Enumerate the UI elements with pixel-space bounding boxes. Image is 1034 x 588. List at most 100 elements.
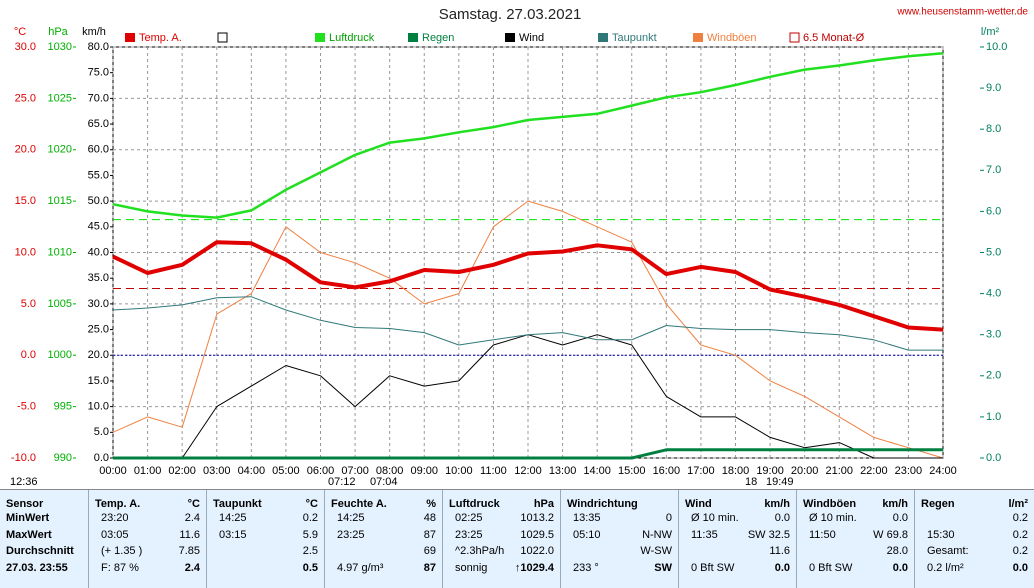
table-cell: 14:25 <box>219 512 247 524</box>
table-cell: 11.6 <box>179 529 200 541</box>
legend-label: Temp. A. <box>139 32 182 44</box>
table-column: Luftdruck hPa 02:25 1013.2 23:25 1029.5 ^2.3hP… <box>442 490 560 588</box>
x-tick-label: 16:00 <box>653 465 681 477</box>
stats-table: Sensor MinWert MaxWert Durchschnitt 27.03. 2… <box>0 489 1034 588</box>
table-cell: 27.03. 23:55 <box>6 562 68 574</box>
table-cell: 2.4 <box>184 562 200 574</box>
x-tick-label: 19:00 <box>756 465 784 477</box>
column-header: Windböen <box>803 498 857 510</box>
y-tick-label: 1030 <box>48 41 72 53</box>
y-tick-label: 6.0 <box>986 205 1001 217</box>
table-column: Sensor MinWert MaxWert Durchschnitt 27.03. 2… <box>0 490 88 588</box>
x-tick-label: 21:00 <box>825 465 853 477</box>
table-column: Feuchte A.% 14:25 48 23:25 87 69 4.97 g/m³ 87 <box>324 490 442 588</box>
legend-label: 6.5 Monat-Ø <box>803 32 865 44</box>
axis-unit: °C <box>14 26 26 38</box>
x-tick-label: 22:00 <box>860 465 888 477</box>
table-cell: 11.6 <box>769 545 790 557</box>
table-cell: 7.85 <box>178 545 200 557</box>
source: www.heusenstamm-wetter.de <box>896 7 1028 18</box>
series-line <box>112 200 944 459</box>
x-tick-label: 05:00 <box>272 465 300 477</box>
y-tick-label: 1000 <box>48 349 72 361</box>
y-tick-label: 5.0 <box>986 246 1001 258</box>
legend-swatch <box>408 33 418 42</box>
annotation: 12:36 <box>10 476 38 488</box>
table-cell: 1022.0 <box>520 545 554 557</box>
x-tick-label: 18:00 <box>722 465 750 477</box>
legend-swatch <box>505 33 515 42</box>
table-column: Temp. A. °C 23:20 2.4 03:05 11.6 (+ 1.35 ) 7.85… <box>88 490 206 588</box>
x-tick-label: 00:00 <box>99 465 127 477</box>
y-tick-label: 25.0 <box>88 323 109 335</box>
table-cell: 0.0 <box>1012 562 1028 574</box>
series-line <box>112 296 943 351</box>
table-cell: 14:25 <box>337 512 365 524</box>
table-cell: 87 <box>423 529 436 541</box>
axis-unit: l/m² <box>981 26 1000 38</box>
y-tick-label: 2.0 <box>986 370 1001 382</box>
table-cell: MinWert <box>6 512 50 524</box>
chart: Samstag. 27.03.2021 www.heusenstamm-wett… <box>10 6 1028 488</box>
legend-swatch <box>125 33 135 42</box>
x-tick-label: 06:00 <box>307 465 335 477</box>
series-line <box>112 51 944 219</box>
y-tick-label: 990 <box>54 452 72 464</box>
legend-swatch <box>598 33 608 42</box>
y-tick-label: 55.0 <box>88 169 109 181</box>
table-column: Regen l/m² 0.2 15:30 0.2 Gesamt: 0.2 0.2 l/m² 0.… <box>914 490 1034 588</box>
x-tick-label: 12:00 <box>514 465 542 477</box>
legend-label: Windböen <box>707 32 757 44</box>
x-tick-label: 20:00 <box>791 465 819 477</box>
y-tick-label: 60.0 <box>88 144 109 156</box>
table-cell: Gesamt: <box>927 545 969 557</box>
legend-swatch <box>693 33 703 42</box>
y-tick-label: 0.0 <box>986 452 1001 464</box>
table-cell: (+ 1.35 ) <box>101 545 143 557</box>
y-tick-label: 80.0 <box>88 41 109 53</box>
y-tick-label: 4.0 <box>986 288 1001 300</box>
y-tick-label: 15.0 <box>15 195 36 207</box>
y-tick-label: 30.0 <box>15 41 36 53</box>
series-line <box>113 448 943 460</box>
column-header: Luftdruck <box>449 498 500 510</box>
x-tick-label: 11:00 <box>480 465 507 477</box>
axis-unit: km/h <box>82 26 106 38</box>
table-cell: 0.0 <box>774 562 790 574</box>
y-tick-label: 1015 <box>48 195 72 207</box>
x-tick-label: 01:00 <box>134 465 162 477</box>
column-unit: km/h <box>882 498 908 510</box>
legend-swatch <box>789 32 800 43</box>
x-tick-label: 10:00 <box>445 465 473 477</box>
table-cell: 23:25 <box>337 529 365 541</box>
table-cell: 0.0 <box>774 512 790 524</box>
legend-swatch <box>315 33 325 42</box>
table-cell: 5.9 <box>302 529 318 541</box>
y-tick-label: 8.0 <box>986 123 1001 135</box>
table-cell: 69 <box>423 545 436 557</box>
x-tick-label: 07:00 <box>341 465 369 477</box>
column-unit: hPa <box>533 498 554 510</box>
y-tick-label: 3.0 <box>986 329 1001 341</box>
column-header: Sensor <box>6 498 44 510</box>
table-cell: Durchschnitt <box>6 545 74 557</box>
table-cell: 2.4 <box>184 512 200 524</box>
y-tick-label: 70.0 <box>88 92 109 104</box>
column-header: Feuchte A. <box>331 498 387 510</box>
table-cell: 11:50 <box>809 529 836 541</box>
y-tick-label: 40.0 <box>88 246 109 258</box>
y-tick-label: -10.0 <box>11 452 36 464</box>
y-tick-label: 15.0 <box>88 375 109 387</box>
x-tick-label: 17:00 <box>687 465 715 477</box>
y-tick-label: 35.0 <box>88 272 109 284</box>
y-tick-label: 20.0 <box>88 349 109 361</box>
legend-label: Taupunkt <box>612 32 657 44</box>
table-cell: 0.0 <box>892 562 908 574</box>
table-cell: 02:25 <box>455 512 483 524</box>
y-tick-label: 0.0 <box>94 452 109 464</box>
column-unit: % <box>426 498 436 510</box>
table-cell: SW <box>654 562 672 574</box>
x-tick-label: 02:00 <box>168 465 196 477</box>
y-tick-label: 5.0 <box>21 298 36 310</box>
table-cell: 0.5 <box>302 562 318 574</box>
